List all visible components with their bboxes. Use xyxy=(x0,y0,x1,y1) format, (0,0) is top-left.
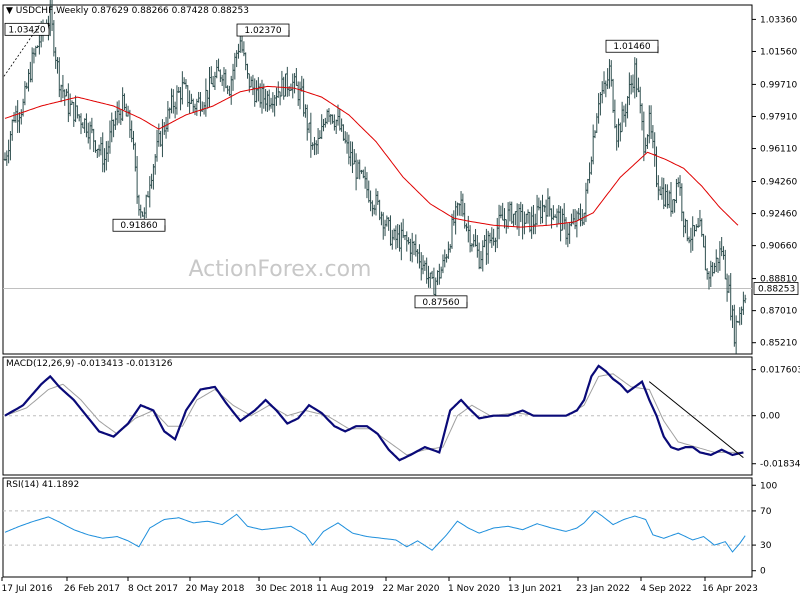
current-price-box xyxy=(753,282,799,295)
rsi-line xyxy=(4,510,746,553)
time-axis-label: 11 Aug 2019 xyxy=(316,584,374,594)
current-price-label: 0.88253 xyxy=(758,284,795,294)
moving-average-line xyxy=(4,85,739,228)
price-axis-label: 0.92460 xyxy=(760,210,797,220)
time-axis-label: 30 Dec 2018 xyxy=(255,584,313,594)
chart-header: ▼ USDCHF,Weekly 0.87629 0.88266 0.87428 … xyxy=(6,6,249,16)
dropdown-icon[interactable]: ▼ xyxy=(6,6,13,16)
macd-axis-label: 0.00 xyxy=(760,412,780,422)
price-axis-label: 0.99710 xyxy=(760,80,797,90)
price-axis-label: 0.85210 xyxy=(760,339,797,349)
rsi-axis-label: 30 xyxy=(760,541,772,551)
time-axis-label: 23 Jan 2022 xyxy=(576,584,630,594)
time-axis-label: 17 Jul 2016 xyxy=(2,584,53,594)
ohlc-values: 0.87629 0.88266 0.87428 0.88253 xyxy=(91,6,249,16)
annotation-connector xyxy=(47,23,50,30)
time-axis-label: 26 Feb 2017 xyxy=(64,584,120,594)
time-axis-label: 13 Jun 2021 xyxy=(508,584,562,594)
rsi-pane xyxy=(2,477,753,578)
time-axis-label: 8 Oct 2017 xyxy=(128,584,178,594)
price-pane xyxy=(2,4,753,355)
rsi-axis-label: 0 xyxy=(760,567,766,577)
price-axis-label: 0.90660 xyxy=(760,242,797,252)
symbol-label: USDCHF,Weekly xyxy=(15,6,89,16)
rsi-title: RSI(14) 41.1892 xyxy=(6,480,80,490)
time-axis-label: 4 Sep 2022 xyxy=(640,584,691,594)
price-axis-label: 1.01560 xyxy=(760,47,797,57)
time-axis-label: 1 Nov 2020 xyxy=(448,584,500,594)
annotation-dash xyxy=(3,24,41,77)
annotation-label: 1.03420 xyxy=(8,25,45,35)
annotation-label: 1.02370 xyxy=(244,26,281,36)
price-axis-label: 0.94260 xyxy=(760,177,797,187)
macd-signal-line xyxy=(4,373,744,456)
watermark: ActionForex.com xyxy=(189,257,372,282)
macd-trendline xyxy=(648,381,744,458)
price-axis-label: 0.97910 xyxy=(760,112,797,122)
time-axis-label: 20 May 2018 xyxy=(186,584,245,594)
price-axis-label: 0.96110 xyxy=(760,145,797,155)
macd-axis-label: 0.017603 xyxy=(760,366,800,376)
price-axis-label: 0.87010 xyxy=(760,307,797,317)
time-axis-label: 16 Apr 2023 xyxy=(702,584,758,594)
annotation-label: 1.01460 xyxy=(613,42,650,52)
rsi-axis-label: 70 xyxy=(760,507,772,517)
macd-axis-label: -0.01834 xyxy=(760,460,800,470)
annotation-label: 0.87560 xyxy=(422,298,459,308)
rsi-axis-label: 100 xyxy=(760,481,777,491)
time-axis-label: 22 Mar 2020 xyxy=(382,584,439,594)
macd-title: MACD(12,26,9) -0.013413 -0.013126 xyxy=(6,359,173,369)
price-axis-label: 1.03360 xyxy=(760,15,797,25)
price-axis-label: 0.88810 xyxy=(760,275,797,285)
macd-line xyxy=(4,364,744,462)
annotation-label: 0.91860 xyxy=(120,221,157,231)
